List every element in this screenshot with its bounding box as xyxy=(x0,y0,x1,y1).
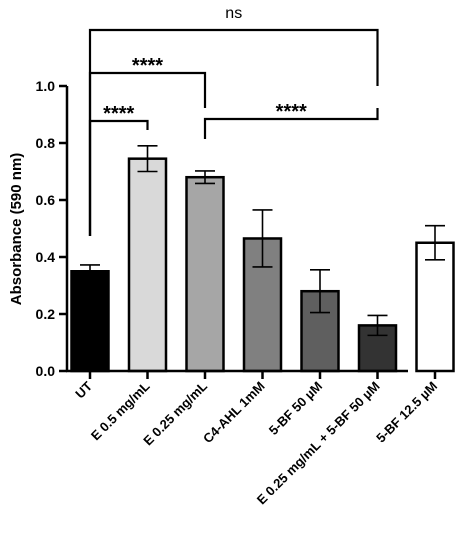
significance-label: **** xyxy=(276,101,307,123)
x-tick-label: 5-BF 50 µM xyxy=(266,379,325,438)
bar xyxy=(415,241,455,373)
y-tick-label: 0.6 xyxy=(36,192,56,208)
x-tick-label: E 0.5 mg/mL xyxy=(88,378,153,443)
significance-label: ns xyxy=(225,5,242,22)
bar xyxy=(127,157,168,373)
axes xyxy=(65,86,408,373)
y-tick-label: 0.2 xyxy=(36,306,56,322)
y-tick-label: 0.0 xyxy=(36,363,56,379)
bars xyxy=(70,157,455,373)
significance-brackets: **** **** ns **** xyxy=(88,5,379,236)
y-tick-label: 0.4 xyxy=(36,249,56,265)
y-axis-label: Absorbance (590 nm) xyxy=(8,153,25,306)
x-tick-label: UT xyxy=(72,378,95,401)
bar xyxy=(185,175,225,373)
y-tick-label: 0.8 xyxy=(36,135,56,151)
significance-bracket xyxy=(203,108,379,139)
y-tick-label: 1.0 xyxy=(36,78,56,94)
y-ticks: 0.0 0.2 0.4 0.6 0.8 1.0 xyxy=(36,78,67,379)
x-tick-label: C4-AHL 1mM xyxy=(200,379,268,447)
x-tick-label: 5-BF 12.5 µM xyxy=(373,379,440,446)
significance-bracket xyxy=(88,28,379,236)
x-tick-label: E 0.25 mg/mL + 5-BF 50 µM xyxy=(254,379,383,508)
error-bars xyxy=(80,145,445,337)
significance-label: **** xyxy=(132,55,163,77)
significance-label: **** xyxy=(103,103,134,125)
bar xyxy=(70,270,110,373)
